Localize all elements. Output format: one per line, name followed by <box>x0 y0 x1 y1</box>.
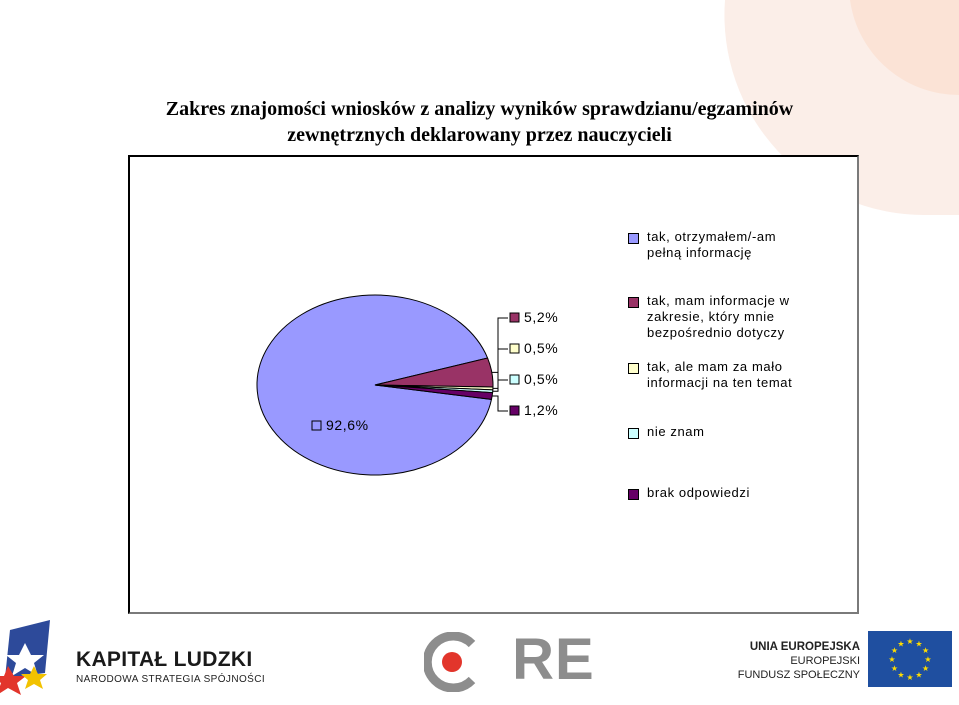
data-label: 0,5% <box>524 340 558 356</box>
legend-item: nie znam <box>628 424 847 440</box>
eu-flag-icon: ★★★★★★★★★ ★ ★★ <box>868 631 952 687</box>
chart-title-line2: zewnętrznych deklarowany przez nauczycie… <box>287 124 672 146</box>
strategia-label: NARODOWA STRATEGIA SPÓJNOŚCI <box>76 674 266 685</box>
legend-swatch <box>628 233 639 244</box>
eu-line2: EUROPEJSKI <box>790 655 860 667</box>
chart-title: Zakres znajomości wniosków z analizy wyn… <box>0 96 959 148</box>
legend-label: tak, mam informacje w zakresie, który mn… <box>647 293 790 340</box>
footer-logos: KAPITAŁ LUDZKI NARODOWA STRATEGIA SPÓJNO… <box>0 618 959 705</box>
chart-title-line1: Zakres znajomości wniosków z analizy wyn… <box>165 98 794 120</box>
data-label-swatch <box>509 343 520 354</box>
legend-swatch <box>628 363 639 374</box>
eu-star-icon: ★ <box>891 646 898 655</box>
data-label-swatch <box>509 374 520 385</box>
pie-slice <box>374 384 494 400</box>
eu-label: UNIA EUROPEJSKA EUROPEJSKI FUNDUSZ SPOŁE… <box>700 640 860 682</box>
kapital-ludzki-logo-icon <box>0 620 50 695</box>
legend-swatch <box>628 428 639 439</box>
eu-star-icon: ★ <box>906 673 913 682</box>
eu-line1: UNIA EUROPEJSKA <box>749 641 860 653</box>
legend-item: tak, otrzymałem/-am pełną informację <box>628 229 847 261</box>
eu-star-icon: ★ <box>888 655 895 664</box>
ore-logo-icon <box>424 632 476 692</box>
kapital-ludzki-label: KAPITAŁ LUDZKI <box>76 648 253 671</box>
legend-item: brak odpowiedzi <box>628 485 847 501</box>
chart-frame: 92,6% 5,2% 0,5% 0,5% 1,2% tak, otrzymałem/-a… <box>128 155 859 614</box>
data-label-swatch <box>509 405 520 416</box>
data-label-swatch <box>509 312 520 323</box>
pie-chart: 92,6% 5,2% 0,5% 0,5% 1,2% <box>256 294 558 476</box>
data-label: 92,6% <box>326 417 369 433</box>
legend-swatch <box>628 297 639 308</box>
eu-star-icon: ★ <box>924 655 931 664</box>
leader-line <box>492 348 508 389</box>
data-label: 0,5% <box>524 371 558 387</box>
legend-item: tak, mam informacje w zakresie, który mn… <box>628 293 847 341</box>
eu-star-icon: ★ <box>906 637 913 646</box>
eu-star-icon: ★ <box>922 664 929 673</box>
data-label-swatch <box>311 420 322 431</box>
eu-star-icon: ★ <box>922 646 929 655</box>
data-label: 1,2% <box>524 402 558 418</box>
eu-star-icon: ★ <box>891 664 898 673</box>
legend-label: nie znam <box>647 424 705 439</box>
eu-line3: FUNDUSZ SPOŁECZNY <box>737 669 860 681</box>
eu-star-icon: ★ <box>915 639 922 648</box>
eu-star-icon: ★ <box>915 671 922 680</box>
legend-label: tak, ale mam za mało informacji na ten t… <box>647 359 793 390</box>
legend-label: tak, otrzymałem/-am pełną informację <box>647 229 777 260</box>
eu-star-icon: ★ <box>897 639 904 648</box>
leader-line <box>492 395 508 412</box>
leader-line <box>492 379 508 392</box>
leader-line <box>491 317 508 373</box>
legend-item: tak, ale mam za mało informacji na ten t… <box>628 359 847 391</box>
legend-label: brak odpowiedzi <box>647 485 750 500</box>
eu-star-icon: ★ <box>897 671 904 680</box>
data-label: 5,2% <box>524 309 558 325</box>
legend-swatch <box>628 489 639 500</box>
ore-label: ORE <box>512 627 595 692</box>
